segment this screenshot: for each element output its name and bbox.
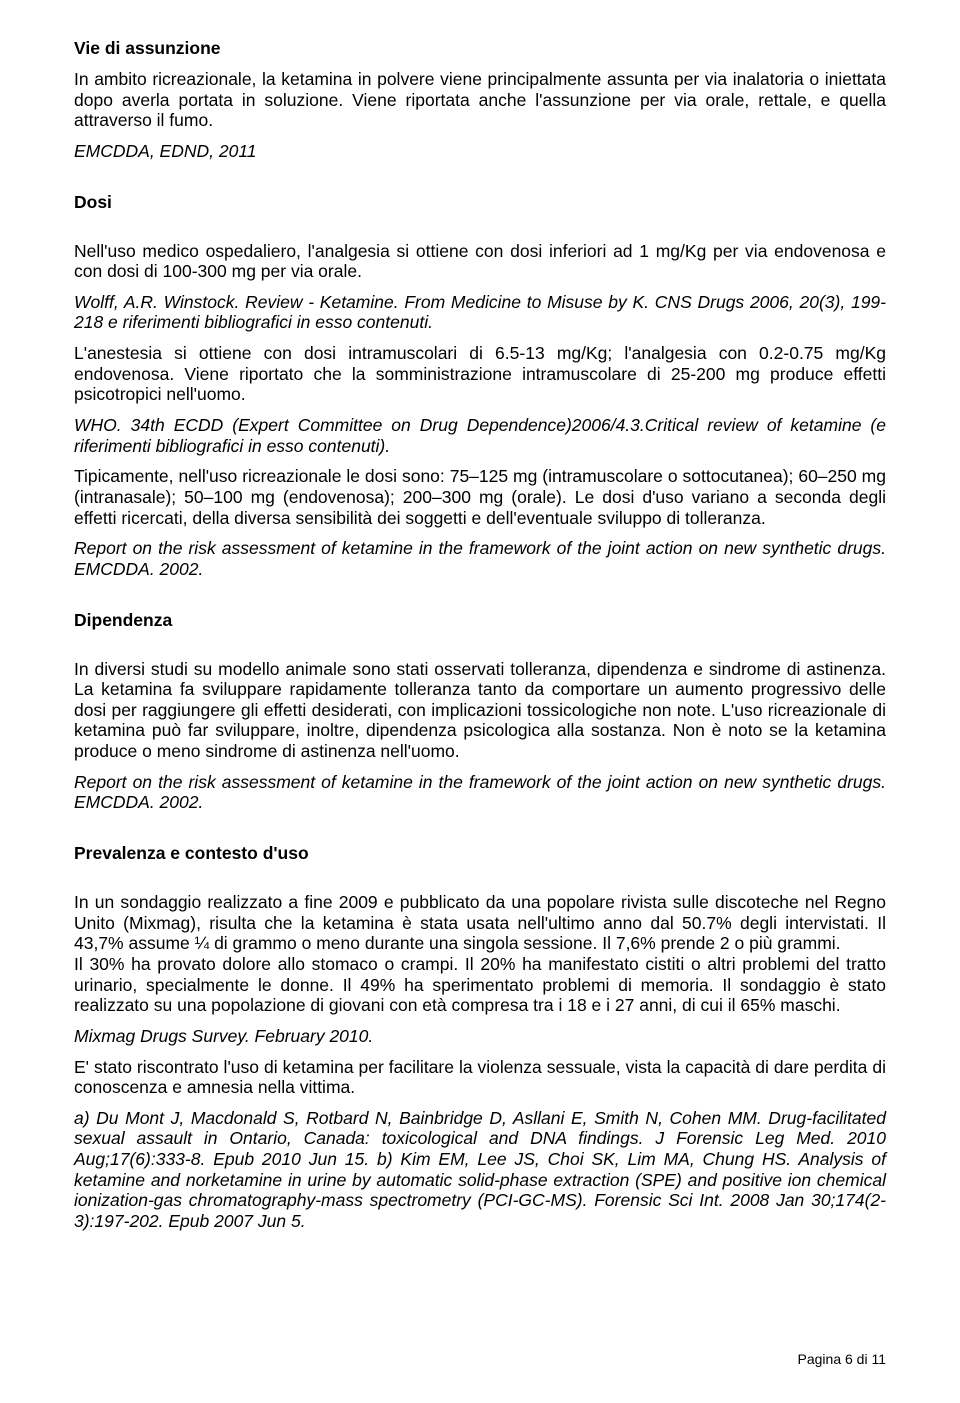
- section-title-dosi: Dosi: [74, 192, 886, 213]
- reference: a) Du Mont J, Macdonald S, Rotbard N, Ba…: [74, 1108, 886, 1232]
- paragraph: E' stato riscontrato l'uso di ketamina p…: [74, 1057, 886, 1098]
- paragraph: Il 30% ha provato dolore allo stomaco o …: [74, 954, 886, 1016]
- paragraph: Tipicamente, nell'uso ricreazionale le d…: [74, 466, 886, 528]
- reference: Report on the risk assessment of ketamin…: [74, 538, 886, 579]
- reference: Wolff, A.R. Winstock. Review - Ketamine.…: [74, 292, 886, 333]
- paragraph: In ambito ricreazionale, la ketamina in …: [74, 69, 886, 131]
- section-dipendenza: Dipendenza In diversi studi su modello a…: [74, 610, 886, 813]
- reference: EMCDDA, EDND, 2011: [74, 141, 886, 162]
- section-title-prevalenza: Prevalenza e contesto d'uso: [74, 843, 886, 864]
- section-title-dipendenza: Dipendenza: [74, 610, 886, 631]
- reference: WHO. 34th ECDD (Expert Committee on Drug…: [74, 415, 886, 456]
- section-vie: Vie di assunzione In ambito ricreazional…: [74, 38, 886, 162]
- paragraph: In diversi studi su modello animale sono…: [74, 659, 886, 762]
- page-footer: Pagina 6 di 11: [798, 1351, 886, 1367]
- reference: Report on the risk assessment of ketamin…: [74, 772, 886, 813]
- page: Vie di assunzione In ambito ricreazional…: [0, 0, 960, 1403]
- section-dosi: Dosi Nell'uso medico ospedaliero, l'anal…: [74, 192, 886, 580]
- section-prevalenza: Prevalenza e contesto d'uso In un sondag…: [74, 843, 886, 1232]
- paragraph: Nell'uso medico ospedaliero, l'analgesia…: [74, 241, 886, 282]
- section-title-vie: Vie di assunzione: [74, 38, 886, 59]
- paragraph: L'anestesia si ottiene con dosi intramus…: [74, 343, 886, 405]
- reference: Mixmag Drugs Survey. February 2010.: [74, 1026, 886, 1047]
- paragraph: In un sondaggio realizzato a fine 2009 e…: [74, 892, 886, 954]
